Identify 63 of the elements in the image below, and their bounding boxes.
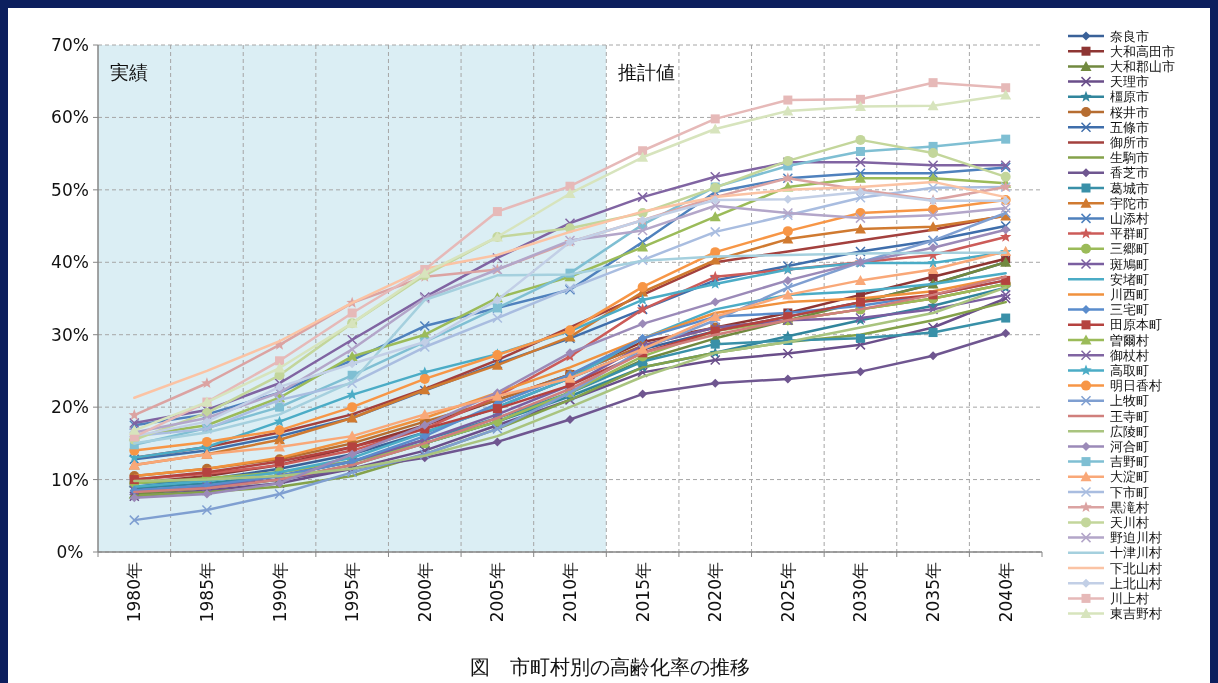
x-tick-label: 2020年	[705, 562, 726, 623]
legend-label: 宇陀市	[1110, 195, 1149, 211]
x-tick-label: 2035年	[923, 562, 944, 623]
legend-label: 安堵町	[1110, 271, 1149, 287]
legend-label: 下北山村	[1110, 560, 1162, 576]
legend-label: 大淀町	[1110, 469, 1149, 485]
x-tick-label: 2000年	[414, 562, 435, 623]
legend-label: 黒滝村	[1110, 499, 1149, 515]
legend-label: 東吉野村	[1110, 606, 1162, 622]
legend-label: 広陵町	[1110, 423, 1149, 439]
legend-label: 下市町	[1110, 484, 1149, 500]
x-tick-label: 2030年	[850, 562, 871, 623]
legend-label: 王寺町	[1110, 408, 1149, 424]
x-tick-label: 2025年	[777, 562, 798, 623]
legend-label: 平群町	[1110, 226, 1149, 242]
x-tick-label: 1980年	[124, 562, 145, 623]
x-tick-label: 2015年	[632, 562, 653, 623]
legend-label: 奈良市	[1110, 28, 1149, 44]
legend-label: 曽爾村	[1110, 332, 1149, 348]
legend-label: 大和高田市	[1110, 43, 1175, 59]
legend-label: 三宅町	[1110, 302, 1149, 318]
y-tick-label: 50%	[51, 179, 89, 200]
legend-label: 御所市	[1110, 134, 1149, 150]
y-tick-label: 20%	[51, 397, 89, 418]
legend-label: 斑鳩町	[1110, 256, 1149, 272]
legend-label: 橿原市	[1110, 89, 1149, 105]
legend-label: 川西町	[1110, 286, 1149, 302]
legend-label: 山添村	[1110, 210, 1149, 226]
legend-label: 御杖村	[1110, 347, 1149, 363]
legend-label: 川上村	[1110, 590, 1149, 606]
legend-label: 上牧町	[1110, 393, 1149, 409]
x-tick-label: 1985年	[196, 562, 217, 623]
x-tick-label: 2005年	[487, 562, 508, 623]
legend-label: 五條市	[1110, 119, 1149, 135]
y-tick-label: 40%	[51, 252, 89, 273]
legend-label: 明日香村	[1110, 378, 1162, 394]
x-tick-label: 2010年	[560, 562, 580, 623]
legend-label: 野迫川村	[1110, 530, 1162, 546]
legend-label: 上北山村	[1110, 575, 1162, 591]
legend-label: 十津川村	[1110, 545, 1162, 561]
y-tick-label: 70%	[51, 35, 89, 55]
legend-label: 田原本町	[1110, 317, 1162, 333]
x-tick-label: 1990年	[269, 562, 290, 623]
legend-label: 吉野町	[1110, 454, 1149, 470]
y-tick-label: 60%	[51, 107, 89, 128]
legend-label: 大和郡山市	[1110, 58, 1175, 74]
x-tick-label: 1995年	[342, 562, 363, 623]
legend-label: 高取町	[1110, 362, 1149, 378]
y-tick-label: 10%	[51, 469, 89, 490]
legend-label: 三郷町	[1110, 241, 1149, 257]
y-tick-label: 30%	[51, 324, 89, 345]
legend-label: 香芝市	[1110, 165, 1149, 181]
band-label: 実績	[110, 61, 148, 83]
legend-label: 桜井市	[1110, 104, 1149, 120]
x-tick-label: 2040年	[995, 562, 1016, 623]
legend-label: 生駒市	[1110, 150, 1149, 166]
text: 図 市町村別の高齢化率の推移	[470, 655, 750, 679]
band-label: 推計値	[618, 61, 676, 83]
y-tick-label: 0%	[56, 542, 84, 562]
legend-label: 葛城市	[1110, 180, 1149, 196]
legend-label: 河合町	[1110, 438, 1149, 454]
legend-label: 天川村	[1110, 514, 1149, 530]
legend-label: 天理市	[1110, 74, 1149, 90]
